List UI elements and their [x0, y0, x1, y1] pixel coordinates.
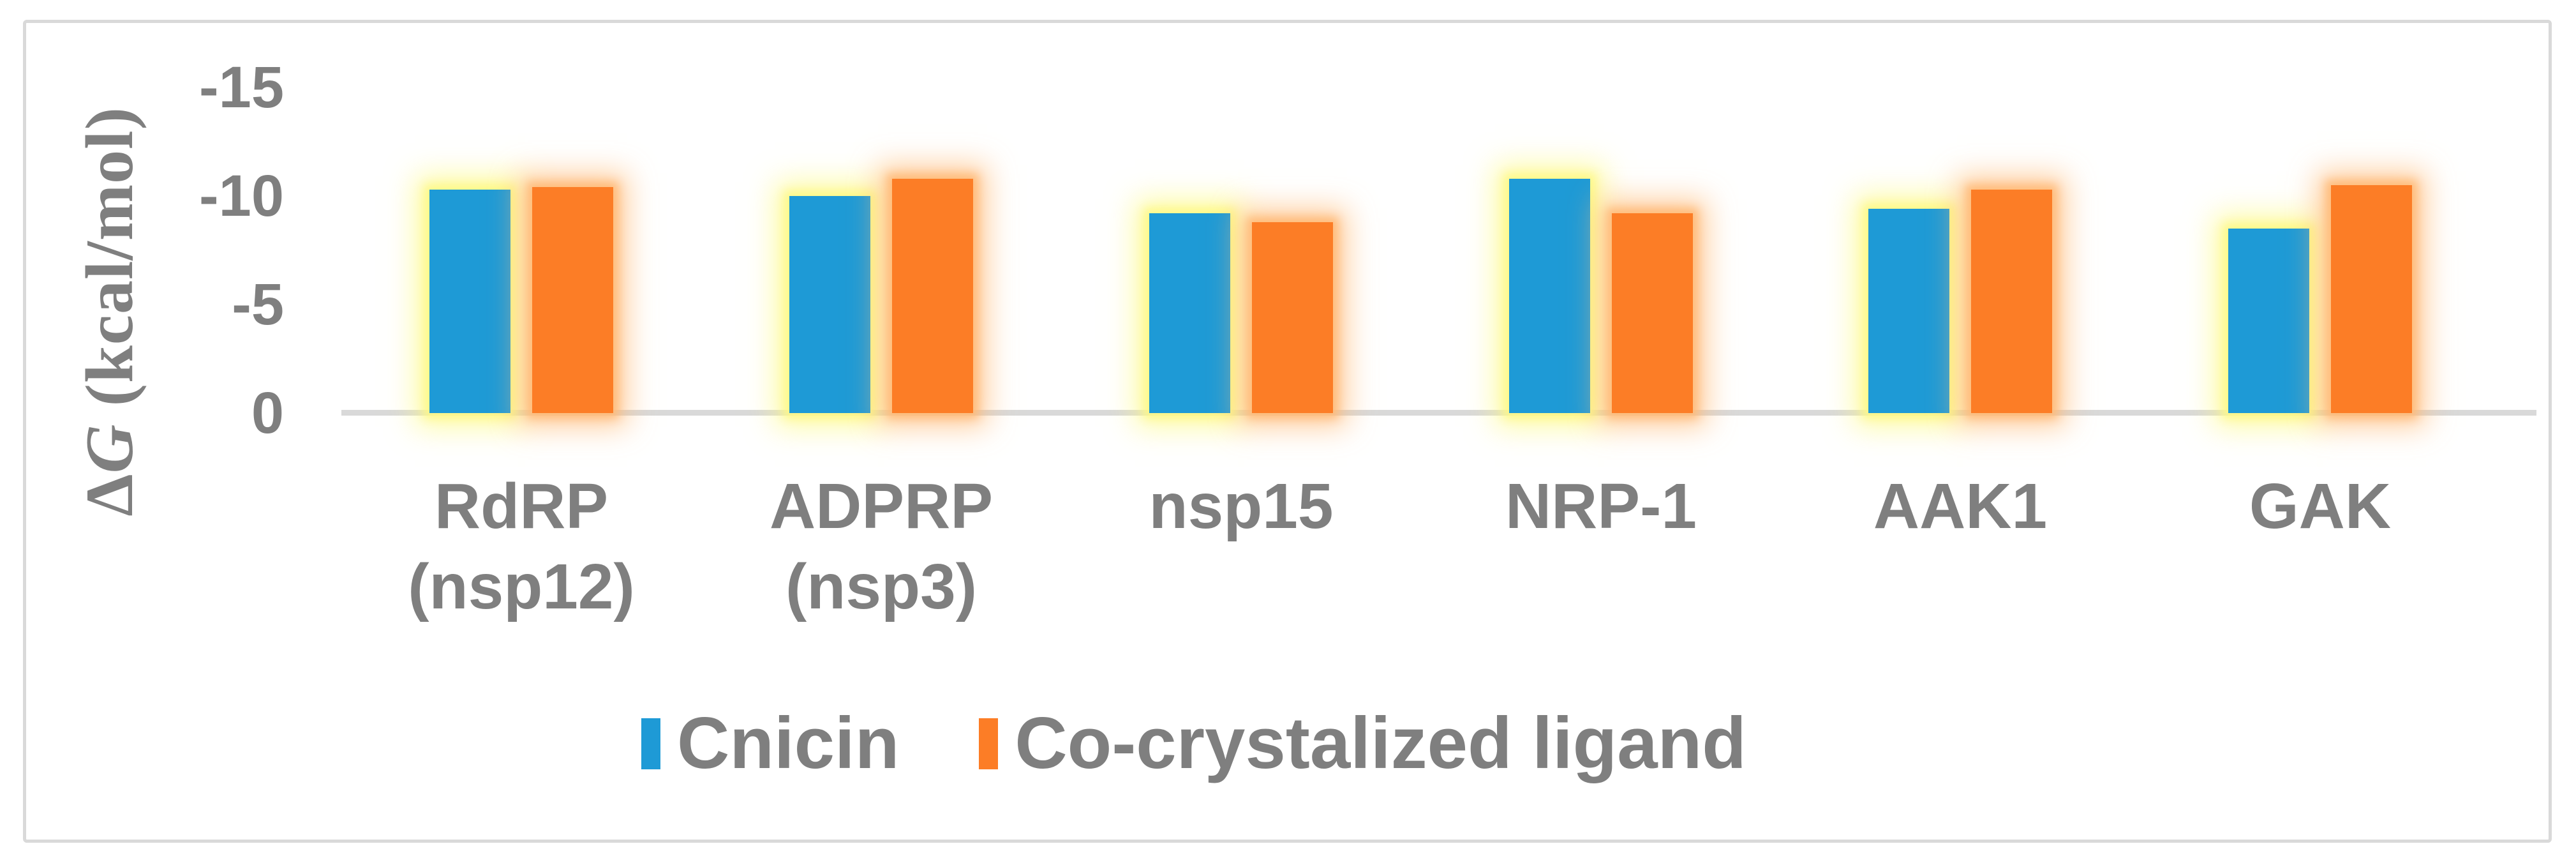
y-tick-label--10: -10	[199, 163, 284, 229]
bar-co-crystalized-ligand-rdrp-nsp12-	[532, 187, 613, 413]
x-category-label-gak: GAK	[2249, 471, 2392, 542]
legend-item-co-crystalized-ligand: Co-crystalized ligand	[979, 707, 1746, 780]
bar-co-crystalized-ligand-nrp-1	[1612, 213, 1693, 413]
bar-co-crystalized-ligand-aak1	[1971, 189, 2052, 413]
legend-swatch-co-crystalized-ligand	[979, 718, 999, 769]
bar-cnicin-nsp15	[1149, 213, 1230, 413]
legend-label: Cnicin	[677, 703, 900, 784]
y-axis-title-units: (kcal/mol)	[72, 107, 147, 424]
x-category-label-nsp15: nsp15	[1149, 471, 1334, 542]
bar-cnicin-nrp-1	[1509, 178, 1590, 413]
legend-item-cnicin: Cnicin	[641, 707, 899, 780]
y-tick-label--5: -5	[232, 272, 284, 337]
bar-co-crystalized-ligand-adprp-nsp3-	[892, 178, 973, 413]
legend-swatch-cnicin	[641, 718, 660, 769]
x-category-label-nrp-1: NRP-1	[1505, 471, 1697, 542]
y-tick-label--15: -15	[199, 55, 284, 120]
x-category-label-adprp-nsp3-: ADPRP (nsp3)	[769, 471, 994, 622]
bar-cnicin-gak	[2228, 229, 2309, 413]
x-axis-line	[341, 410, 2536, 416]
bar-cnicin-rdrp-nsp12-	[429, 189, 510, 413]
x-category-label-aak1: AAK1	[1873, 471, 2048, 542]
bar-co-crystalized-ligand-nsp15	[1252, 222, 1333, 413]
y-tick-label-0: 0	[251, 381, 284, 446]
x-category-label-rdrp-nsp12-: RdRP (nsp12)	[408, 471, 635, 622]
bar-co-crystalized-ligand-gak	[2331, 185, 2412, 413]
legend-label: Co-crystalized ligand	[1015, 703, 1746, 784]
bar-cnicin-aak1	[1868, 209, 1949, 413]
legend: Cnicin Co-crystalized ligand	[641, 707, 1746, 780]
figure-frame	[23, 20, 2552, 843]
y-axis-title-delta: Δ	[72, 473, 147, 516]
bar-cnicin-adprp-nsp3-	[789, 196, 870, 413]
